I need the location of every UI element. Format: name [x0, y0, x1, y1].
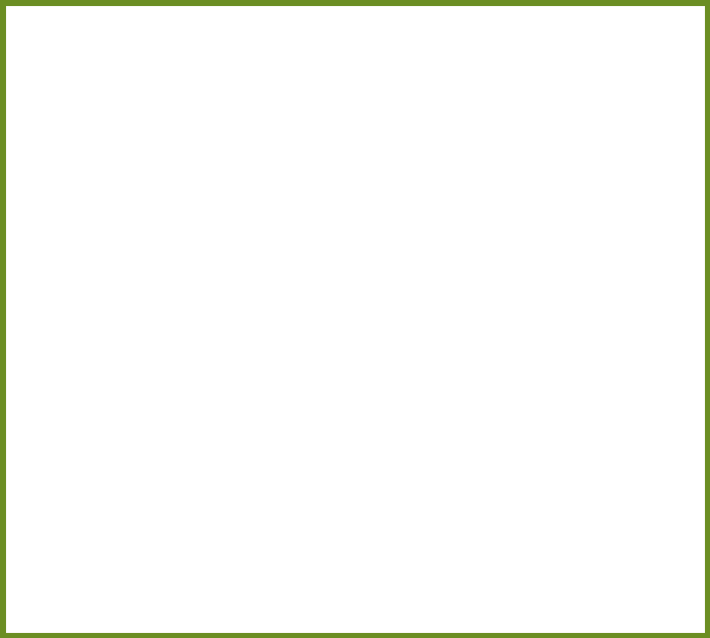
Text: $142.05: $142.05: [310, 596, 361, 609]
Text: Feb 10 · USD · MUTF · Disclaimer: Feb 10 · USD · MUTF · Disclaimer: [18, 112, 201, 122]
FancyBboxPatch shape: [534, 479, 612, 507]
Text: HOME  ›  FTIHX · MUTUAL FUND: HOME › FTIHX · MUTUAL FUND: [18, 16, 182, 26]
Text: 6M: 6M: [55, 136, 75, 149]
Text: +$0.39: +$0.39: [440, 540, 486, 553]
Text: Fidelity® Total International Index Fund: Fidelity® Total International Index Fund: [18, 30, 443, 50]
Text: ↓1.88%: ↓1.88%: [546, 487, 600, 500]
Text: ↑48.37%: ↑48.37%: [542, 598, 604, 611]
Text: Fidelity® Total Inter...: Fidelity® Total Inter...: [28, 484, 163, 497]
Text: Fidelity® Internatio...: Fidelity® Internatio...: [28, 540, 162, 553]
Text: -$0.24: -$0.24: [440, 484, 480, 497]
Text: MAX: MAX: [220, 136, 250, 149]
Text: 5Y: 5Y: [175, 136, 194, 149]
Text: 1Y: 1Y: [140, 136, 156, 149]
Text: YTD: YTD: [95, 136, 121, 149]
Text: ×: ×: [650, 540, 667, 559]
Text: ↓ 1.88%: ↓ 1.88%: [137, 89, 195, 103]
FancyBboxPatch shape: [534, 591, 612, 619]
Text: $12.52: $12.52: [18, 82, 136, 111]
FancyBboxPatch shape: [534, 535, 612, 563]
Text: ↑0.89%: ↑0.89%: [546, 542, 600, 556]
Text: $12.52: $12.52: [310, 484, 354, 497]
Text: -0.24 5Y: -0.24 5Y: [208, 82, 271, 97]
Text: 1M: 1M: [18, 136, 38, 149]
Text: Fidelity® 500 Index...: Fidelity® 500 Index...: [28, 596, 163, 609]
Text: $44.20: $44.20: [310, 540, 354, 553]
Text: ×: ×: [650, 596, 667, 615]
FancyBboxPatch shape: [126, 84, 207, 108]
Text: +$46.31: +$46.31: [440, 596, 494, 609]
